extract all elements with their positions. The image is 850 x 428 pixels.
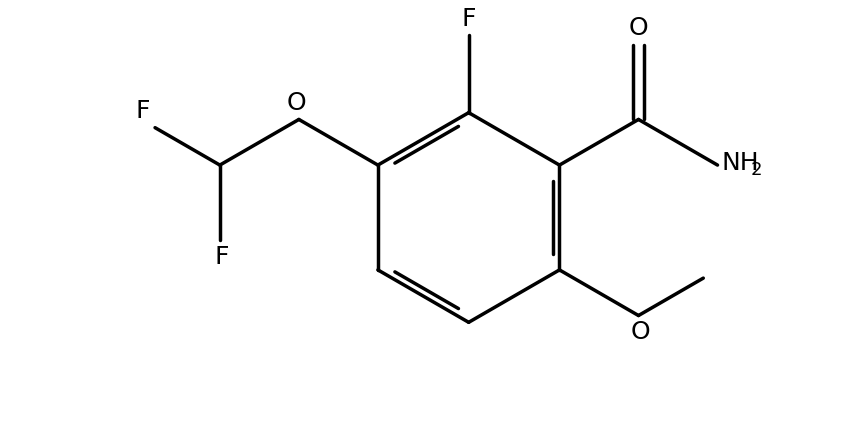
Text: O: O [287,91,307,115]
Text: F: F [136,99,150,123]
Text: 2: 2 [751,161,762,179]
Text: NH: NH [722,151,759,175]
Text: O: O [629,16,649,40]
Text: F: F [214,245,229,269]
Text: O: O [631,321,650,345]
Text: F: F [462,7,476,31]
